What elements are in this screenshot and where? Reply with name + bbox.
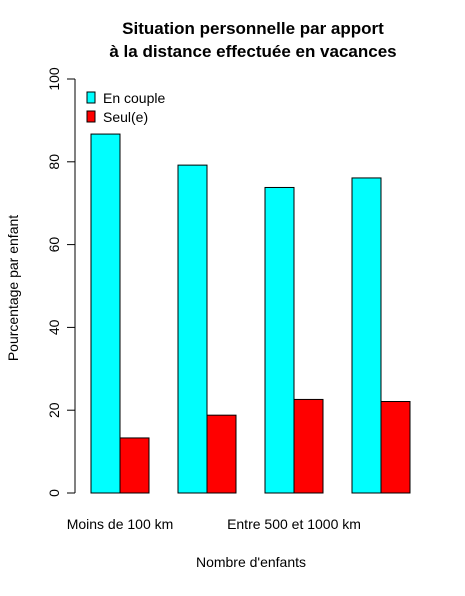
- bar: [119, 437, 150, 494]
- x-axis-tick-labels: Moins de 100 km Entre 500 et 1000 km: [67, 516, 361, 532]
- x-tick-label: Entre 500 et 1000 km: [227, 516, 361, 532]
- x-axis-label: Nombre d'enfants: [196, 554, 306, 570]
- legend: En couple Seul(e): [86, 90, 165, 125]
- bars: [90, 133, 411, 494]
- y-tick-label: 80: [46, 154, 62, 170]
- y-axis-label: Pourcentage par enfant: [5, 215, 21, 361]
- legend-swatch: [86, 91, 96, 104]
- x-tick-label: Moins de 100 km: [67, 516, 174, 532]
- legend-swatch: [86, 110, 96, 123]
- y-tick-label: 60: [46, 237, 62, 253]
- bar: [177, 164, 208, 494]
- legend-label: En couple: [103, 90, 165, 106]
- legend-label: Seul(e): [103, 109, 148, 125]
- y-tick-label: 0: [46, 489, 62, 497]
- bar: [380, 401, 411, 494]
- chart-title-line2: à la distance effectuée en vacances: [109, 42, 396, 61]
- bar: [293, 398, 324, 494]
- bar: [206, 414, 237, 494]
- bar: [90, 133, 121, 494]
- y-tick-label: 40: [46, 319, 62, 335]
- bar: [351, 177, 382, 494]
- y-axis: 0 20 40 60 80 100: [46, 67, 76, 497]
- y-tick-label: 20: [46, 402, 62, 418]
- chart-title-line1: Situation personnelle par apport: [122, 19, 384, 38]
- bar: [264, 186, 295, 494]
- y-tick-label: 100: [46, 67, 62, 91]
